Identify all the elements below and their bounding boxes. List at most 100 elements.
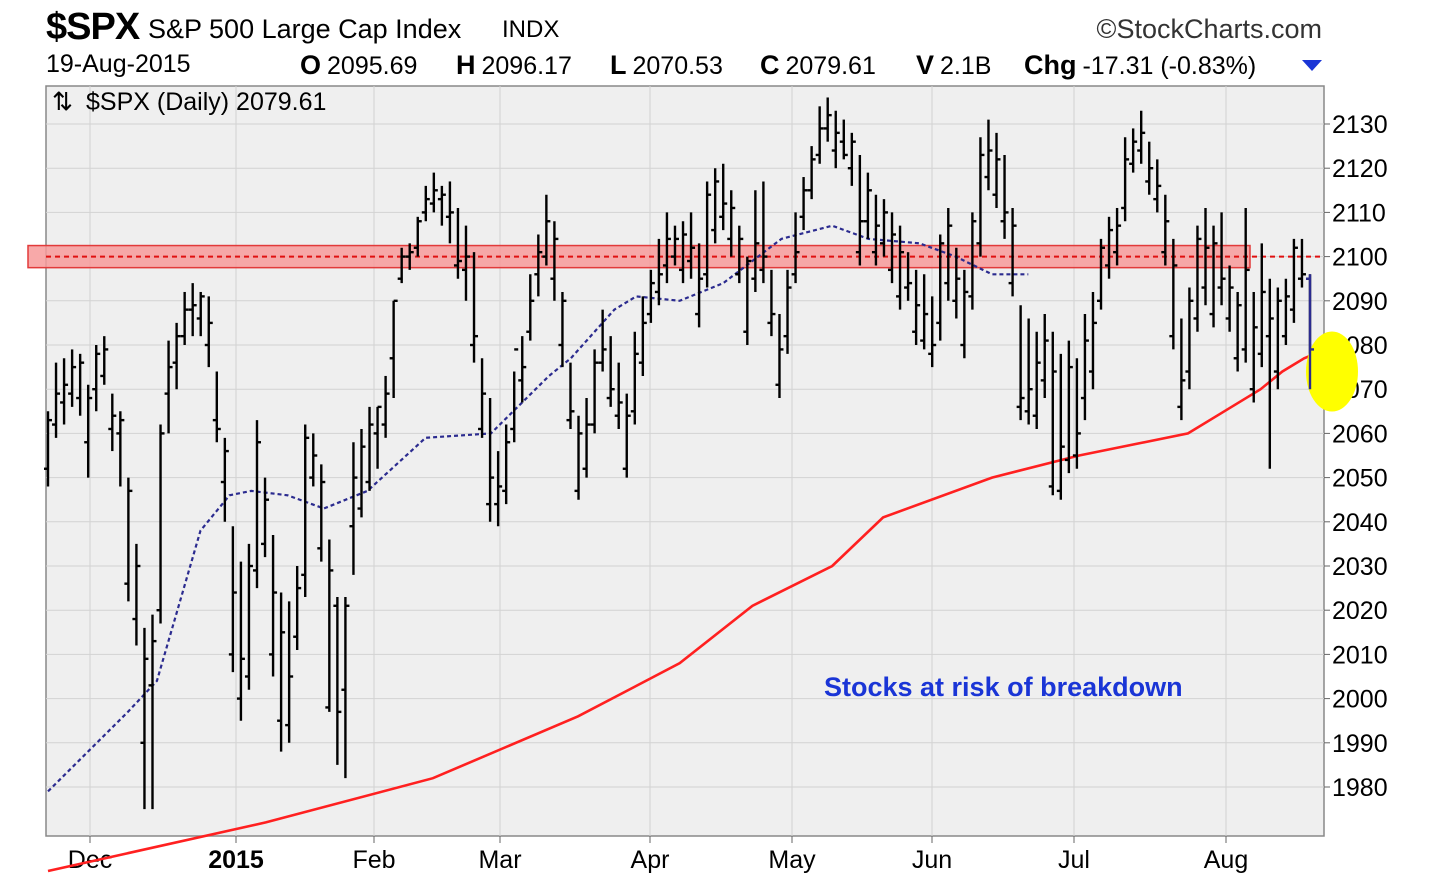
ohlc-bar bbox=[188, 283, 197, 337]
ohlc-bar bbox=[679, 221, 688, 284]
ohlc-bar bbox=[1153, 159, 1162, 213]
ohlc-bar bbox=[212, 371, 221, 443]
ohlc-bar bbox=[831, 110, 840, 169]
ohlc-bar bbox=[1225, 265, 1234, 332]
y-axis: 1980199020002010202020302040205020602070… bbox=[1324, 111, 1388, 802]
ohlc-bar bbox=[558, 291, 567, 368]
ohlc-bar bbox=[1241, 207, 1250, 363]
ohlc-bar bbox=[992, 132, 1001, 208]
resistance-band-rect bbox=[27, 244, 1251, 269]
plot-area bbox=[45, 85, 1325, 837]
ohlc-bar bbox=[751, 190, 760, 292]
ohlc-bar bbox=[204, 296, 213, 368]
ohlc-bar bbox=[1233, 291, 1242, 372]
ohlc-bar bbox=[478, 358, 487, 438]
ohlc-bar bbox=[1056, 353, 1065, 500]
ohlc-bar bbox=[542, 194, 551, 266]
ohlc-bar bbox=[1281, 278, 1290, 345]
y-tick-label: 2090 bbox=[1332, 288, 1388, 316]
ticker-symbol: $SPX bbox=[46, 6, 140, 48]
y-tick-label: 2060 bbox=[1332, 420, 1388, 448]
ohlc-bar bbox=[1097, 238, 1106, 310]
ohlc-bar bbox=[1088, 291, 1097, 390]
ohlc-bar bbox=[1169, 238, 1178, 350]
ohlc-bar bbox=[606, 336, 615, 407]
ohlc-bar bbox=[1185, 287, 1194, 390]
close-number: 2079.61 bbox=[785, 52, 876, 80]
ohlc-bar bbox=[526, 274, 535, 341]
ohlc-bar bbox=[1297, 238, 1306, 288]
up-down-arrows-icon[interactable]: ⇅ bbox=[52, 88, 73, 116]
ohlc-bar bbox=[630, 331, 639, 425]
ohlc-bar bbox=[863, 172, 872, 239]
ohlc-bar bbox=[325, 539, 334, 712]
high-value: H 2096.17 bbox=[456, 50, 572, 81]
ohlc-bar bbox=[397, 247, 406, 284]
ohlc-bar bbox=[735, 225, 744, 284]
ohlc-bar bbox=[896, 225, 905, 310]
ohlc-bar bbox=[622, 393, 631, 478]
ohlc-bar bbox=[68, 349, 77, 407]
ohlc-bar bbox=[944, 207, 953, 301]
ohlc-bar bbox=[791, 212, 800, 284]
ohlc-bar bbox=[534, 234, 543, 297]
ohlc-bar bbox=[453, 207, 462, 279]
ohlc-bar bbox=[574, 415, 583, 500]
ohlc-bar bbox=[1105, 216, 1114, 279]
ohlc-bar bbox=[654, 238, 663, 306]
ohlc-bar bbox=[662, 212, 671, 284]
ohlc-bar bbox=[357, 428, 366, 518]
ohlc-bar bbox=[904, 252, 913, 301]
exchange-label: INDX bbox=[502, 16, 560, 43]
ohlc-bar bbox=[381, 375, 390, 438]
y-tick-label: 2040 bbox=[1332, 509, 1388, 537]
low-label: L bbox=[610, 50, 627, 80]
ohlc-bar bbox=[293, 566, 302, 650]
ohlc-bar bbox=[341, 596, 350, 779]
volume-label: V bbox=[916, 50, 935, 80]
ohlc-bar bbox=[968, 212, 977, 310]
ohlc-bar bbox=[646, 269, 655, 323]
credit-link[interactable]: ©StockCharts.com bbox=[1096, 14, 1322, 44]
y-tick-label: 2020 bbox=[1332, 597, 1388, 625]
ohlc-bar bbox=[566, 362, 575, 429]
x-tick-label: Aug bbox=[1204, 846, 1248, 874]
ohlc-bar bbox=[518, 336, 527, 403]
ohlc-bar bbox=[695, 243, 704, 328]
y-tick-label: 2030 bbox=[1332, 553, 1388, 581]
ohlc-bar bbox=[912, 269, 921, 345]
ohlc-bar bbox=[220, 437, 229, 522]
ohlc-bar bbox=[590, 349, 599, 434]
ohlc-bar bbox=[888, 212, 897, 284]
ohlc-bar bbox=[180, 291, 189, 345]
ohlc-bar bbox=[164, 340, 173, 434]
ohlc-bar bbox=[309, 433, 318, 487]
ohlc-bar bbox=[807, 146, 816, 200]
y-tick-label: 1980 bbox=[1332, 774, 1388, 802]
triangle-down-icon[interactable] bbox=[1302, 60, 1322, 71]
ohlc-bar bbox=[1265, 278, 1274, 469]
highlight-ellipse bbox=[1306, 331, 1358, 412]
ohlc-bar bbox=[582, 398, 591, 478]
ohlc-bar bbox=[486, 398, 495, 522]
ohlc-bar bbox=[1048, 331, 1057, 496]
ohlc-bar bbox=[1201, 207, 1210, 306]
x-tick-label: 2015 bbox=[208, 846, 264, 874]
ohlc-bar bbox=[285, 601, 294, 743]
x-tick-label: May bbox=[768, 846, 816, 874]
ohlc-bar bbox=[373, 405, 382, 469]
ohlc-bar bbox=[413, 216, 422, 257]
ohlc-bar bbox=[799, 177, 808, 231]
ohlc-bar bbox=[1080, 314, 1089, 421]
y-tick-label: 2010 bbox=[1332, 641, 1388, 669]
ohlc-bar bbox=[510, 348, 519, 443]
ohlc-bar bbox=[1209, 225, 1218, 328]
ohlc-bar bbox=[1217, 212, 1226, 306]
ohlc-bar bbox=[429, 172, 438, 213]
ohlc-bar bbox=[301, 424, 310, 597]
ohlc-bar bbox=[1024, 318, 1033, 425]
x-tick-label: Jul bbox=[1058, 846, 1090, 874]
volume-value: V 2.1B bbox=[916, 50, 991, 81]
ohlc-bar bbox=[1289, 238, 1298, 323]
ohlc-bar bbox=[1121, 137, 1130, 222]
